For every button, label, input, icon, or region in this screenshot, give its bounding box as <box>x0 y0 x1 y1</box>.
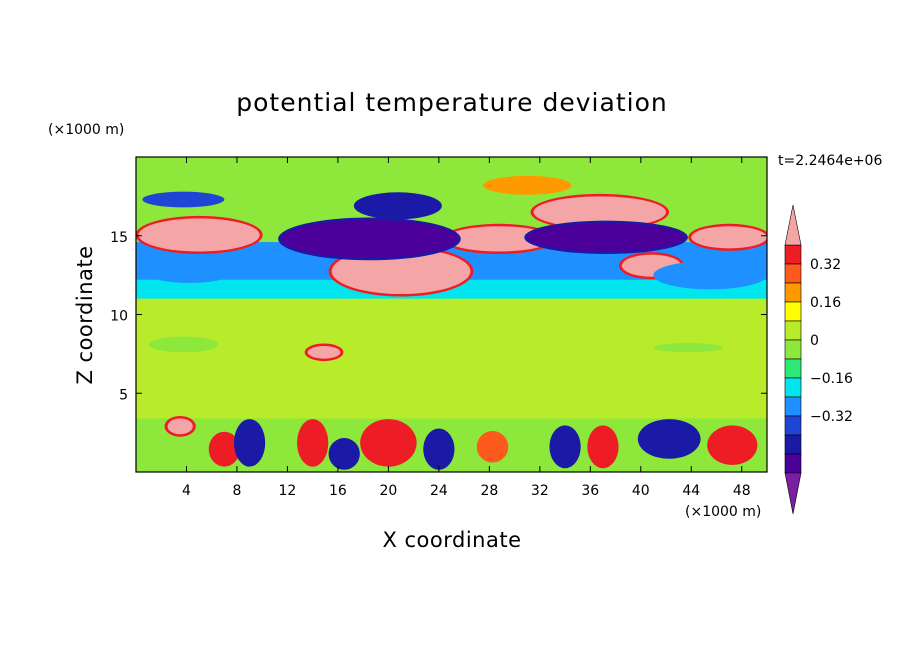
field-blob <box>533 196 667 228</box>
field-blob <box>148 336 219 353</box>
field-blob <box>640 421 698 457</box>
field-blob <box>281 220 458 258</box>
colorbar-tick-label: 0.16 <box>810 295 841 311</box>
x-tick-label: 44 <box>682 483 700 499</box>
colorbar-segment <box>784 282 802 303</box>
field-blob <box>167 418 193 435</box>
plot-area <box>136 157 767 472</box>
colorbar-segment <box>784 358 802 379</box>
x-axis: 4 8 12 16 20 24 28 32 36 40 44 48 <box>182 157 751 499</box>
x-tick-label: 36 <box>581 483 599 499</box>
y-axis: 5 10 15 <box>110 230 767 403</box>
x-tick-label: 28 <box>480 483 498 499</box>
field-blob <box>691 226 767 249</box>
field-blob <box>138 218 260 252</box>
field-blob <box>476 431 509 463</box>
time-label: t=2.2464e+06 <box>778 153 882 169</box>
colorbar-tick-label: 0 <box>810 333 819 349</box>
colorbar-tick-label: −0.16 <box>810 371 853 387</box>
field-blob <box>211 434 237 465</box>
field-blob <box>300 421 326 465</box>
x-tick-label: 32 <box>531 483 549 499</box>
x-tick-label: 24 <box>430 483 448 499</box>
field-blob <box>590 427 616 466</box>
y-axis-label: Z coordinate <box>73 245 97 384</box>
field-band <box>136 298 767 419</box>
colorbar-segment <box>784 396 802 417</box>
colorbar-tick-label: −0.32 <box>810 409 853 425</box>
field-blob <box>710 427 755 463</box>
field-blob <box>356 194 439 217</box>
field-blob <box>142 191 225 208</box>
field-blob <box>148 264 231 283</box>
chart-title: potential temperature deviation <box>236 88 667 117</box>
field-blob <box>527 223 685 252</box>
field-blob <box>653 342 723 353</box>
colorbar-segment <box>784 301 802 322</box>
colorbar: −0.32 −0.16 0 0.16 0.32 <box>784 204 853 515</box>
y-tick-label: 5 <box>119 387 128 403</box>
colorbar-extend-max <box>784 204 802 246</box>
x-tick-label: 16 <box>329 483 347 499</box>
x-units-label: (×1000 m) <box>685 504 761 520</box>
field-blob <box>236 421 263 465</box>
colorbar-segment <box>784 339 802 360</box>
field-blob <box>445 226 553 252</box>
colorbar-segment <box>784 263 802 284</box>
x-tick-label: 12 <box>279 483 297 499</box>
colorbar-segment <box>784 244 802 265</box>
x-tick-label: 40 <box>632 483 650 499</box>
colorbar-segment <box>784 320 802 341</box>
field-blob <box>331 440 357 468</box>
field-blob <box>307 346 341 359</box>
y-units-label: (×1000 m) <box>48 122 124 138</box>
colorbar-segment <box>784 377 802 398</box>
x-tick-label: 48 <box>733 483 751 499</box>
colorbar-tick-label: 0.32 <box>810 257 841 273</box>
colorbar-segment <box>784 434 802 455</box>
field-blob <box>653 260 767 290</box>
field-blob <box>483 175 572 195</box>
field-blob <box>426 431 452 468</box>
y-tick-label: 15 <box>110 230 128 246</box>
colorbar-segment <box>784 415 802 436</box>
field-blob <box>363 421 414 465</box>
colorbar-segment <box>784 453 802 474</box>
x-tick-label: 20 <box>379 483 397 499</box>
x-axis-label: X coordinate <box>382 528 521 552</box>
x-tick-label: 8 <box>232 483 241 499</box>
colorbar-extend-min <box>784 472 802 515</box>
y-tick-label: 10 <box>110 309 128 325</box>
x-tick-label: 4 <box>182 483 191 499</box>
field-blob <box>552 427 578 466</box>
